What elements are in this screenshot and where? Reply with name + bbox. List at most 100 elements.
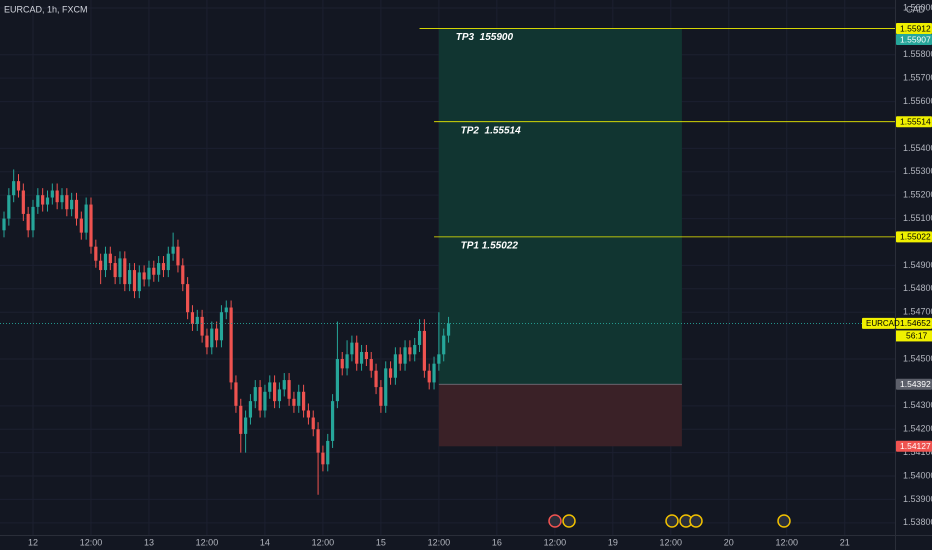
- y-tick-label: 1.53800: [903, 517, 932, 527]
- y-tick-label: 1.54700: [903, 307, 932, 317]
- symbol-tag: [862, 317, 895, 329]
- annotation: TP1 1.55022: [461, 240, 519, 251]
- price-tag-label: 1.55514: [900, 116, 931, 126]
- price-tag: [896, 440, 932, 452]
- price-tag-label: 1.54392: [900, 379, 931, 389]
- candle-body: [258, 387, 262, 411]
- candle-body: [316, 429, 320, 453]
- price-tag: [896, 317, 932, 329]
- candle-body: [21, 190, 25, 214]
- candle-body: [263, 391, 267, 411]
- candle-body: [388, 368, 393, 378]
- candle-body: [215, 328, 219, 341]
- y-tick-label: 1.54500: [903, 353, 932, 363]
- x-tick-label: 16: [492, 537, 502, 547]
- candle-body: [31, 206, 35, 231]
- countdown: 56:17: [906, 331, 928, 341]
- candle-body: [437, 354, 441, 364]
- candle-body: [355, 342, 359, 364]
- candle-body: [132, 270, 137, 292]
- candle-body: [417, 330, 422, 345]
- candle-body: [253, 387, 257, 402]
- candle-body: [123, 258, 127, 285]
- candle-body: [2, 218, 6, 231]
- y-tick-label: 1.54100: [903, 447, 932, 457]
- y-tick-label: 1.56000: [903, 2, 932, 12]
- candle-body: [103, 253, 108, 271]
- y-tick-label: 1.55300: [903, 166, 932, 176]
- chart-title: EURCAD, 1h, FXCM: [4, 4, 88, 14]
- x-tick-label: 19: [608, 537, 618, 547]
- candle-body: [70, 199, 74, 210]
- candle-body: [26, 213, 30, 231]
- event-icons: [548, 514, 791, 528]
- price-tag: [896, 231, 932, 243]
- candle-body: [282, 380, 286, 390]
- candle-body: [248, 401, 253, 418]
- price-tag-label: 1.55022: [900, 232, 931, 242]
- candle-body: [364, 351, 368, 360]
- candle-body: [335, 359, 340, 402]
- candle-body: [234, 382, 238, 406]
- candle-body: [272, 382, 277, 402]
- candle-body: [379, 387, 383, 406]
- candle-body: [152, 267, 156, 275]
- x-tick-label: 14: [260, 537, 270, 547]
- x-tick-label: 13: [144, 537, 154, 547]
- candle-body: [442, 335, 446, 355]
- candle-body: [181, 265, 185, 285]
- currency: CAD: [906, 4, 926, 14]
- candle-body: [287, 380, 291, 399]
- price-tag: [896, 23, 932, 35]
- candle-body: [384, 368, 388, 406]
- candle-body: [113, 263, 117, 278]
- annotation: TP3 155900: [456, 32, 514, 43]
- candle-body: [413, 344, 417, 355]
- profit-zone: [438, 28, 682, 385]
- price-tag-label: 1.55907: [900, 34, 931, 44]
- price-tag: [896, 116, 932, 128]
- candle-body: [306, 410, 311, 418]
- x-tick-label: 12:00: [776, 537, 799, 547]
- candle-body: [190, 312, 195, 324]
- y-tick-label: 1.55800: [903, 49, 932, 59]
- y-tick-label: 1.55100: [903, 213, 932, 223]
- candle-body: [345, 354, 349, 369]
- candle-body: [118, 258, 122, 278]
- candle-body: [210, 328, 214, 348]
- y-tick-label: 1.54900: [903, 260, 932, 270]
- candle-body: [297, 391, 301, 406]
- candle-body: [292, 398, 296, 406]
- candle-body: [16, 181, 21, 191]
- price-tag-label: 1.54127: [900, 441, 931, 451]
- candle-body: [398, 354, 402, 364]
- candle-body: [326, 440, 330, 465]
- candle-body: [128, 270, 132, 285]
- x-tick-label: 20: [724, 537, 734, 547]
- candle-body: [446, 323, 451, 336]
- candle-body: [408, 347, 412, 355]
- x-tick-label: 12:00: [660, 537, 683, 547]
- candle-body: [205, 335, 209, 348]
- candle-body: [166, 253, 170, 271]
- candle-body: [311, 417, 315, 430]
- candle-body: [422, 330, 426, 371]
- candle-body: [350, 342, 354, 355]
- candle-body: [171, 246, 175, 254]
- candle-body: [99, 260, 103, 271]
- candle-body: [359, 351, 364, 364]
- candle-body: [55, 190, 59, 203]
- x-tick-label: 12:00: [196, 537, 219, 547]
- countdown-tag: [896, 330, 932, 342]
- candle-body: [147, 267, 151, 280]
- y-tick-label: 1.55200: [903, 190, 932, 200]
- y-tick-label: 1.54300: [903, 400, 932, 410]
- candle-body: [224, 307, 228, 313]
- symbol-tag-label: EURCAD: [866, 319, 900, 328]
- x-tick-label: 12: [28, 537, 38, 547]
- loss-zone: [438, 384, 682, 447]
- x-tick-label: 12:00: [312, 537, 335, 547]
- candle-body: [432, 363, 436, 383]
